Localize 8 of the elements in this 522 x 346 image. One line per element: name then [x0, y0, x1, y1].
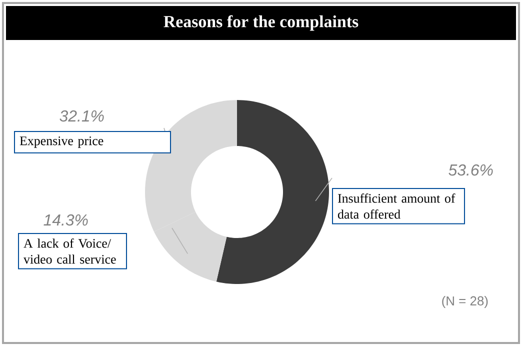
data-label: 53.6%	[448, 164, 493, 176]
text: (N = 28)	[442, 296, 488, 308]
slice-label: Insufficient amount of data offered	[338, 194, 456, 219]
data-label: 14.3%	[44, 214, 88, 226]
slice-label: Expensive price	[20, 136, 104, 148]
chart-title: Reasons for the complaints	[164, 15, 358, 31]
slice-label: A lack of Voice/ video call service	[24, 238, 116, 264]
data-label: 32.1%	[60, 110, 104, 122]
